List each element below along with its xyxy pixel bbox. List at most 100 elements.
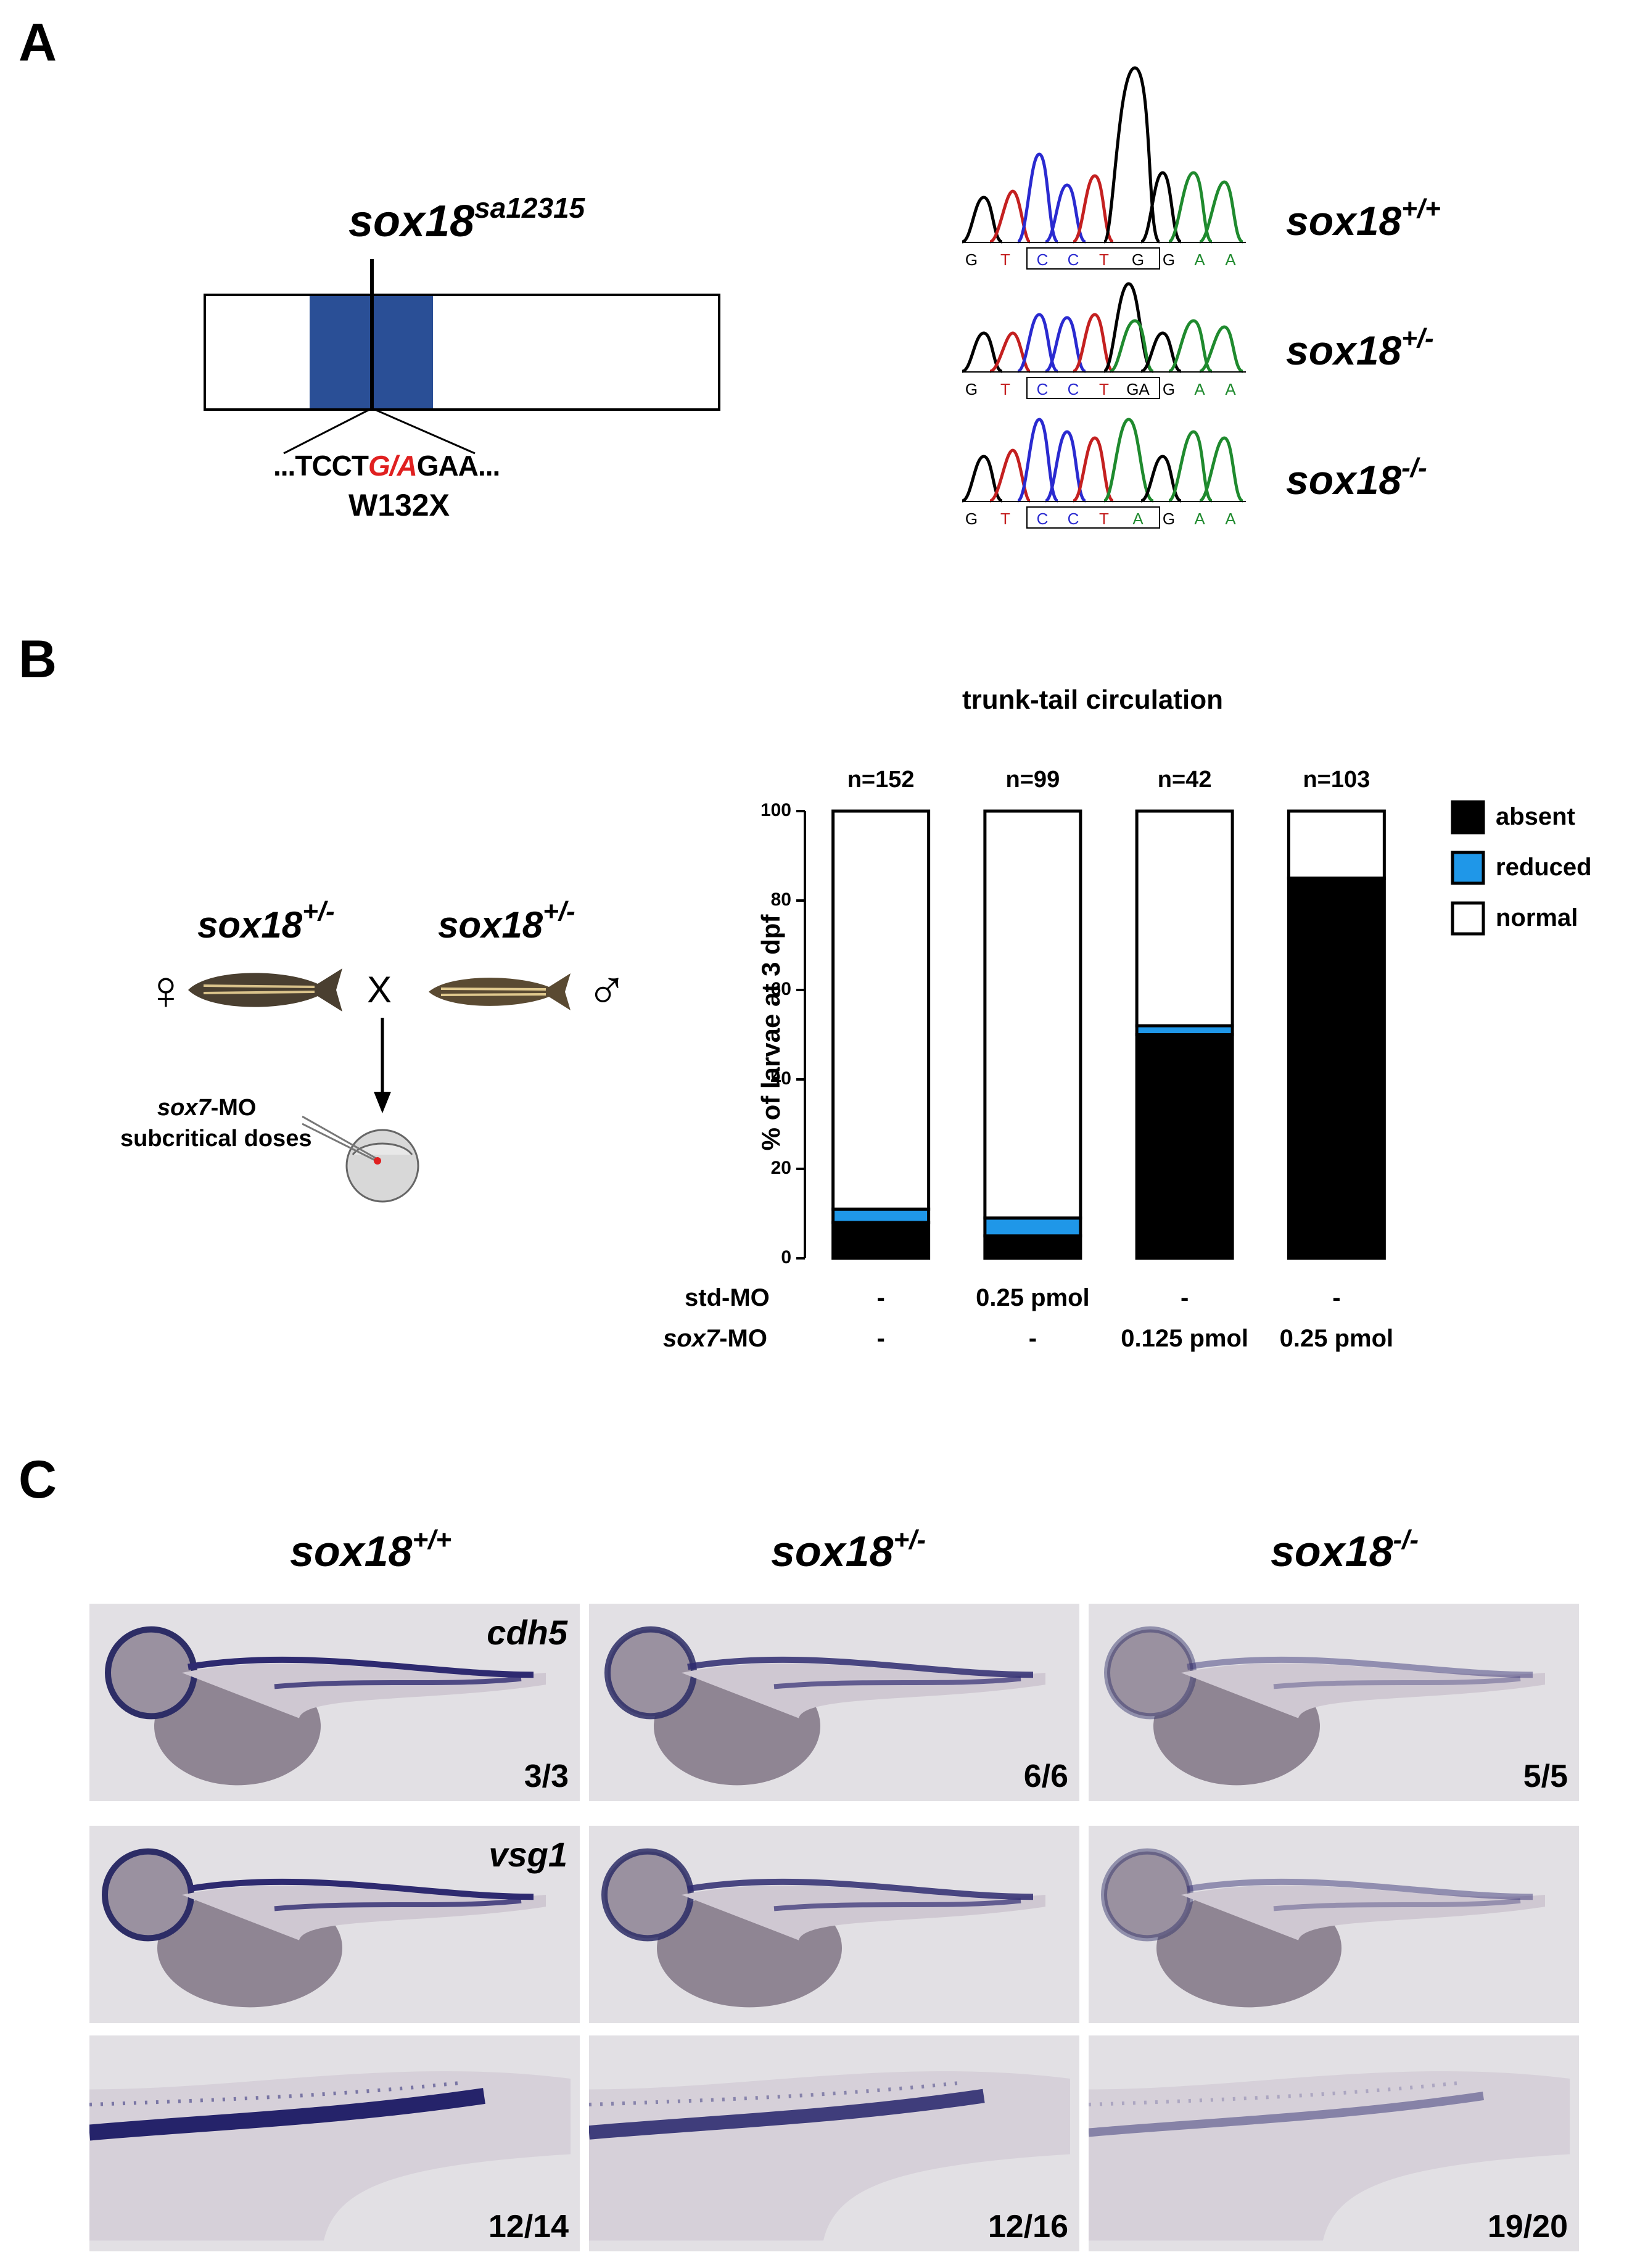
column-header-wt: sox18+/+ <box>290 1525 452 1575</box>
bar-segment-reduced <box>831 1207 931 1224</box>
mutation-sequence: ...TCCTG/AGAA... <box>273 449 500 482</box>
base-letter: G <box>1132 250 1144 269</box>
zebrafish-female-icon <box>188 968 342 1012</box>
base-letter: G <box>965 250 978 269</box>
base-letter: A <box>1194 250 1205 269</box>
legend-label: absent <box>1496 803 1575 830</box>
allele-name: sox18sa12315 <box>348 192 585 247</box>
parent-male-genotype: sox18+/- <box>438 896 575 946</box>
embryo-image: 19/20 <box>1089 2035 1579 2251</box>
base-letter: G <box>965 380 978 398</box>
zoom-line-left <box>283 407 373 455</box>
zoom-line-right <box>371 407 476 455</box>
bar-segment-reduced <box>983 1216 1082 1238</box>
gene-probe-label: cdh5 <box>487 1613 567 1652</box>
bar-segment-normal <box>831 809 931 1211</box>
parent-female-genotype: sox18+/- <box>197 896 335 946</box>
legend-label: reduced <box>1496 854 1592 881</box>
gene-diagram <box>204 259 720 455</box>
y-tick-label: 40 <box>770 1068 791 1089</box>
base-letter: C <box>1037 380 1049 398</box>
y-tick-label: 80 <box>770 889 791 910</box>
genotype-label-wt: sox18+/+ <box>1286 194 1441 244</box>
female-symbol: ♀ <box>145 960 187 1021</box>
bar-segment-absent <box>983 1234 1082 1260</box>
embryo-image: 6/6 <box>589 1604 1079 1801</box>
chromatogram-mut <box>962 418 1246 529</box>
sequence-prefix: ...TCCT <box>273 450 369 482</box>
male-symbol: ♂ <box>586 960 628 1021</box>
bar-segment-absent <box>1135 1033 1234 1260</box>
panel-a-letter: A <box>19 13 57 72</box>
condition-value: 0.25 pmol <box>1279 1325 1394 1352</box>
allele-gene: sox18 <box>348 197 475 246</box>
condition-value: - <box>876 1325 885 1352</box>
base-letter: C <box>1068 509 1079 528</box>
allele-superscript: sa12315 <box>474 192 585 224</box>
y-tick-label: 60 <box>770 979 791 999</box>
embryo-count: 6/6 <box>1023 1759 1068 1794</box>
gene-box <box>204 294 720 411</box>
sample-size-label: n=42 <box>1157 767 1212 793</box>
embryo-count: 12/14 <box>488 2209 569 2245</box>
mo-dose-note: subcritical doses <box>120 1126 312 1152</box>
embryo-image: 12/16 <box>589 2035 1079 2251</box>
base-letter: A <box>1225 509 1236 528</box>
base-letter: T <box>1099 509 1109 528</box>
y-tick-label: 0 <box>781 1247 791 1268</box>
base-letter: T <box>1000 250 1010 269</box>
y-tick-label: 100 <box>760 800 791 820</box>
embryo-image: 12/14 <box>89 2035 580 2251</box>
base-letter: C <box>1037 250 1049 269</box>
embryo-count: 3/3 <box>524 1759 569 1794</box>
bar-segment-normal <box>1135 809 1234 1028</box>
base-letter: G <box>1163 380 1175 398</box>
sequence-mutation: G/A <box>368 450 418 482</box>
chromatogram-het <box>962 282 1246 399</box>
zebrafish-male-icon <box>429 973 571 1010</box>
column-header-het: sox18+/- <box>771 1525 926 1575</box>
base-letter: T <box>1099 380 1109 398</box>
bar-segment-absent <box>831 1221 931 1260</box>
condition-value: - <box>1332 1284 1341 1311</box>
panel-c-letter: C <box>19 1450 57 1509</box>
row-label-sox7-mo: sox7-MO <box>663 1325 767 1352</box>
mutation-label: W132X <box>348 488 450 522</box>
panel-b-letter: B <box>19 630 57 689</box>
cross-symbol: X <box>367 969 392 1010</box>
bar-segment-absent <box>1287 876 1386 1260</box>
condition-value: 0.25 pmol <box>976 1284 1090 1311</box>
legend-swatch-normal <box>1451 901 1485 936</box>
legend-swatch-absent <box>1451 800 1485 835</box>
condition-value: - <box>1028 1325 1037 1352</box>
y-tick-label: 20 <box>770 1158 791 1178</box>
genotype-label-mut: sox18-/- <box>1286 453 1427 503</box>
embryo-image: 5/5 <box>1089 1604 1579 1801</box>
gene-probe-label: vsg1 <box>488 1835 567 1874</box>
base-letter: C <box>1068 380 1079 398</box>
condition-value: - <box>876 1284 885 1311</box>
base-letter: T <box>1000 380 1010 398</box>
base-letter: G <box>965 509 978 528</box>
embryo-count: 19/20 <box>1487 2209 1568 2245</box>
base-letter: C <box>1068 250 1079 269</box>
arrow-down-icon <box>374 1018 391 1113</box>
legend-swatch-reduced <box>1451 851 1485 885</box>
column-header-mut: sox18-/- <box>1271 1525 1419 1575</box>
chromatograms: G T C C T G G A AG T C C T GA G A AG T C C T A G A A <box>962 66 1246 529</box>
chromatogram-wt <box>962 66 1246 270</box>
embryo-image <box>589 1826 1079 2023</box>
legend-label: normal <box>1496 904 1578 931</box>
embryo-count: 5/5 <box>1523 1759 1568 1794</box>
embryo-image <box>1089 1826 1579 2023</box>
base-letter: T <box>1000 509 1010 528</box>
sample-size-label: n=103 <box>1303 767 1370 793</box>
bar-segment-normal <box>983 809 1082 1220</box>
base-letter: A <box>1225 380 1236 398</box>
base-letter: T <box>1099 250 1109 269</box>
sequence-suffix: GAA... <box>416 450 501 482</box>
sample-size-label: n=99 <box>1005 767 1060 793</box>
embryo-image: vsg1 <box>89 1826 580 2023</box>
base-letter: A <box>1194 380 1205 398</box>
